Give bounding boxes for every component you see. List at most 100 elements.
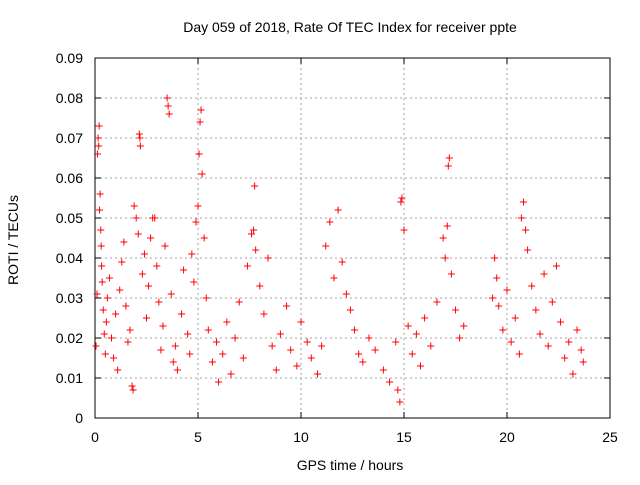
data-point xyxy=(196,118,204,126)
data-point xyxy=(524,246,532,254)
data-point xyxy=(313,370,321,378)
data-point xyxy=(561,354,569,362)
data-point xyxy=(155,298,163,306)
data-point xyxy=(243,262,251,270)
x-tick-label: 10 xyxy=(293,429,309,445)
data-point xyxy=(192,218,200,226)
data-point xyxy=(565,338,573,346)
data-point xyxy=(573,326,581,334)
y-tick-label: 0.01 xyxy=(56,370,83,386)
data-point xyxy=(408,350,416,358)
data-point xyxy=(120,238,128,246)
data-point xyxy=(456,334,464,342)
data-point xyxy=(569,370,577,378)
data-point xyxy=(489,294,497,302)
data-point xyxy=(445,154,453,162)
y-tick-label: 0.02 xyxy=(56,330,83,346)
data-point xyxy=(386,378,394,386)
data-point xyxy=(297,318,305,326)
data-point xyxy=(98,278,106,286)
data-point xyxy=(93,290,101,298)
data-point xyxy=(190,278,198,286)
data-point xyxy=(101,350,109,358)
data-point xyxy=(138,270,146,278)
data-point xyxy=(268,342,276,350)
data-point xyxy=(557,318,565,326)
data-point xyxy=(493,274,501,282)
x-tick-labels: 0 5 10 15 20 25 xyxy=(91,429,618,445)
data-point xyxy=(503,286,511,294)
data-point xyxy=(264,254,272,262)
y-tick-labels: 0 0.01 0.02 0.03 0.04 0.05 0.06 0.07 0.08 0.09 xyxy=(56,50,83,426)
data-point xyxy=(219,350,227,358)
data-point xyxy=(293,362,301,370)
data-point xyxy=(371,346,379,354)
axis-ticks xyxy=(94,57,611,419)
data-point xyxy=(102,318,110,326)
data-point xyxy=(96,206,104,214)
data-point xyxy=(443,222,451,230)
data-point xyxy=(544,342,552,350)
data-points xyxy=(92,94,587,406)
data-point xyxy=(231,334,239,342)
data-point xyxy=(198,170,206,178)
data-point xyxy=(178,310,186,318)
data-point xyxy=(334,206,342,214)
x-tick-label: 5 xyxy=(194,429,202,445)
data-point xyxy=(92,342,100,350)
data-point xyxy=(167,290,175,298)
data-point xyxy=(517,214,525,222)
data-point xyxy=(447,270,455,278)
data-point xyxy=(134,230,142,238)
x-tick-label: 0 xyxy=(91,429,99,445)
data-point xyxy=(536,330,544,338)
data-point xyxy=(100,330,108,338)
y-tick-label: 0 xyxy=(75,410,83,426)
x-tick-label: 25 xyxy=(602,429,618,445)
data-point xyxy=(105,274,113,282)
data-point xyxy=(252,246,260,254)
y-tick-label: 0.07 xyxy=(56,130,83,146)
y-tick-label: 0.09 xyxy=(56,50,83,66)
data-point xyxy=(251,182,259,190)
data-point xyxy=(98,262,106,270)
data-point xyxy=(441,254,449,262)
x-tick-label: 20 xyxy=(499,429,515,445)
data-point xyxy=(145,282,153,290)
data-point xyxy=(495,302,503,310)
data-point xyxy=(135,130,143,138)
data-point xyxy=(256,282,264,290)
data-point xyxy=(235,298,243,306)
data-point xyxy=(248,230,256,238)
data-point xyxy=(330,274,338,282)
x-axis-label: GPS time / hours xyxy=(297,457,404,473)
data-point xyxy=(260,310,268,318)
data-point xyxy=(186,350,194,358)
data-point xyxy=(412,330,420,338)
data-point xyxy=(215,378,223,386)
data-point xyxy=(122,302,130,310)
data-point xyxy=(140,250,148,258)
data-point xyxy=(164,102,172,110)
data-point xyxy=(97,242,105,250)
y-tick-label: 0.03 xyxy=(56,290,83,306)
data-point xyxy=(460,322,468,330)
data-point xyxy=(118,258,126,266)
data-point xyxy=(99,306,107,314)
data-point xyxy=(511,314,519,322)
data-point xyxy=(250,226,258,234)
data-point xyxy=(307,354,315,362)
data-point xyxy=(444,162,452,170)
data-point xyxy=(204,326,212,334)
data-point xyxy=(400,226,408,234)
x-tick-label: 15 xyxy=(396,429,412,445)
data-point xyxy=(276,330,284,338)
data-point xyxy=(169,358,177,366)
data-point xyxy=(283,302,291,310)
data-point xyxy=(439,234,447,242)
y-tick-label: 0.06 xyxy=(56,170,83,186)
data-point xyxy=(165,110,173,118)
data-point xyxy=(112,310,120,318)
data-point xyxy=(528,282,536,290)
